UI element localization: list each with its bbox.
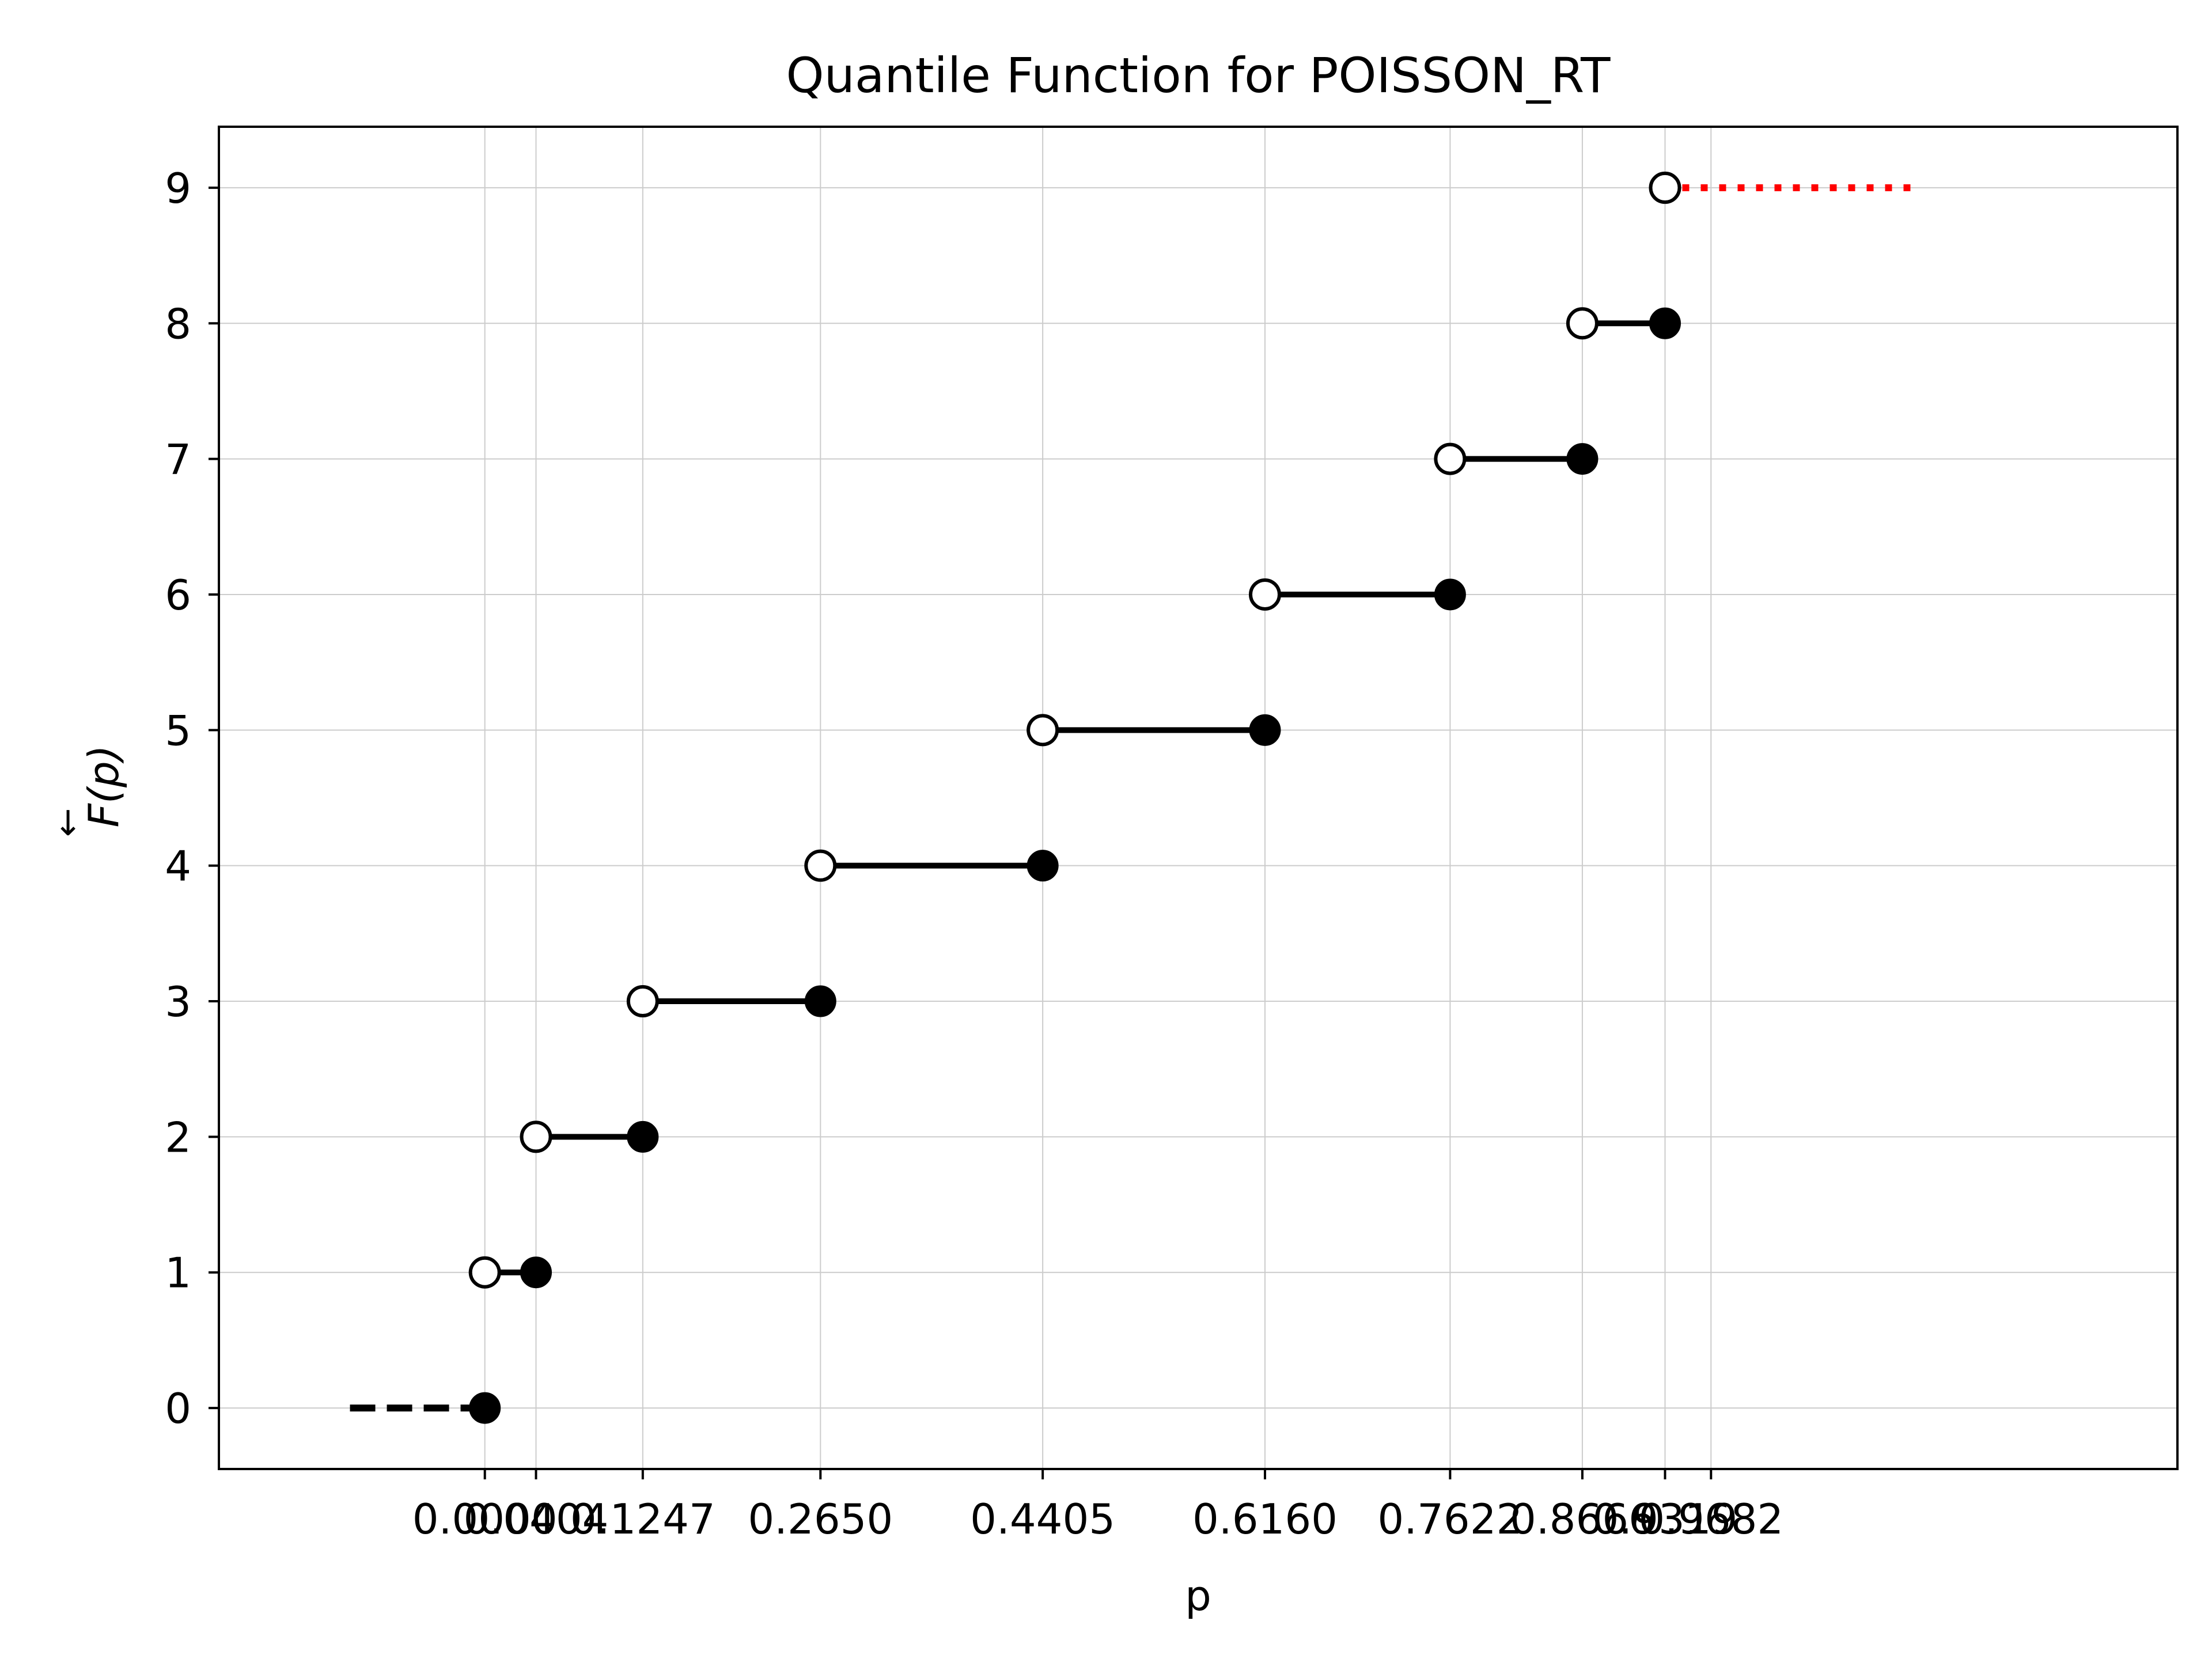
y-tick-label: 0	[165, 1384, 191, 1433]
x-tick-label: 0.9319	[1593, 1495, 1738, 1543]
y-tick-label: 8	[165, 300, 191, 348]
y-axis-label: F (p) ←	[47, 745, 128, 837]
open-point-2	[520, 1120, 552, 1153]
closed-point-1	[520, 1256, 552, 1289]
x-tick-label: 0.1247	[570, 1495, 715, 1543]
closed-point-7	[1566, 443, 1599, 475]
x-tick-label: 0.0000	[412, 1495, 558, 1543]
closed-point-0	[469, 1392, 501, 1424]
open-point-4	[804, 849, 837, 882]
y-tick-label: 5	[165, 706, 191, 755]
open-point-6	[1248, 578, 1281, 611]
x-tick-label: 0.8666	[1510, 1495, 1655, 1543]
y-tick-label: 3	[165, 978, 191, 1026]
y-tick-label: 9	[165, 164, 191, 213]
closed-point-2	[627, 1120, 659, 1153]
open-point-3	[626, 985, 659, 1018]
x-tick-label: 0.0404	[464, 1495, 609, 1543]
closed-point-5	[1249, 714, 1281, 746]
open-point-7	[1434, 442, 1467, 475]
y-tick-label: 7	[165, 436, 191, 484]
closed-point-8	[1649, 307, 1681, 339]
open-point-8	[1566, 307, 1599, 340]
x-tick-label: 0.6160	[1192, 1495, 1338, 1543]
closed-point-4	[1027, 850, 1059, 882]
y-tick-label: 4	[165, 842, 191, 891]
y-axis-label-arrow: ←	[47, 808, 88, 837]
plot-area-frame	[218, 126, 2179, 1470]
x-tick-label: 0.4405	[970, 1495, 1115, 1543]
closed-point-6	[1434, 578, 1466, 611]
x-tick-label: 0.7622	[1377, 1495, 1522, 1543]
x-tick-label: 0.9682	[1638, 1495, 1783, 1543]
chart-title: Quantile Function for POISSON_RT	[786, 47, 1611, 104]
y-axis-label-glyph: F	[79, 802, 128, 827]
y-tick-label: 2	[165, 1113, 191, 1161]
open-point-9	[1649, 171, 1681, 204]
step-series	[350, 171, 1922, 1424]
x-tick-label: 0.2650	[748, 1495, 893, 1543]
closed-point-3	[804, 985, 836, 1017]
open-point-5	[1027, 714, 1059, 747]
y-axis-label-rest: (p)	[79, 745, 128, 804]
y-tick-label: 6	[165, 571, 191, 619]
open-point-1	[468, 1256, 501, 1289]
x-axis-label: p	[1185, 1572, 1211, 1620]
y-tick-label: 1	[165, 1249, 191, 1297]
